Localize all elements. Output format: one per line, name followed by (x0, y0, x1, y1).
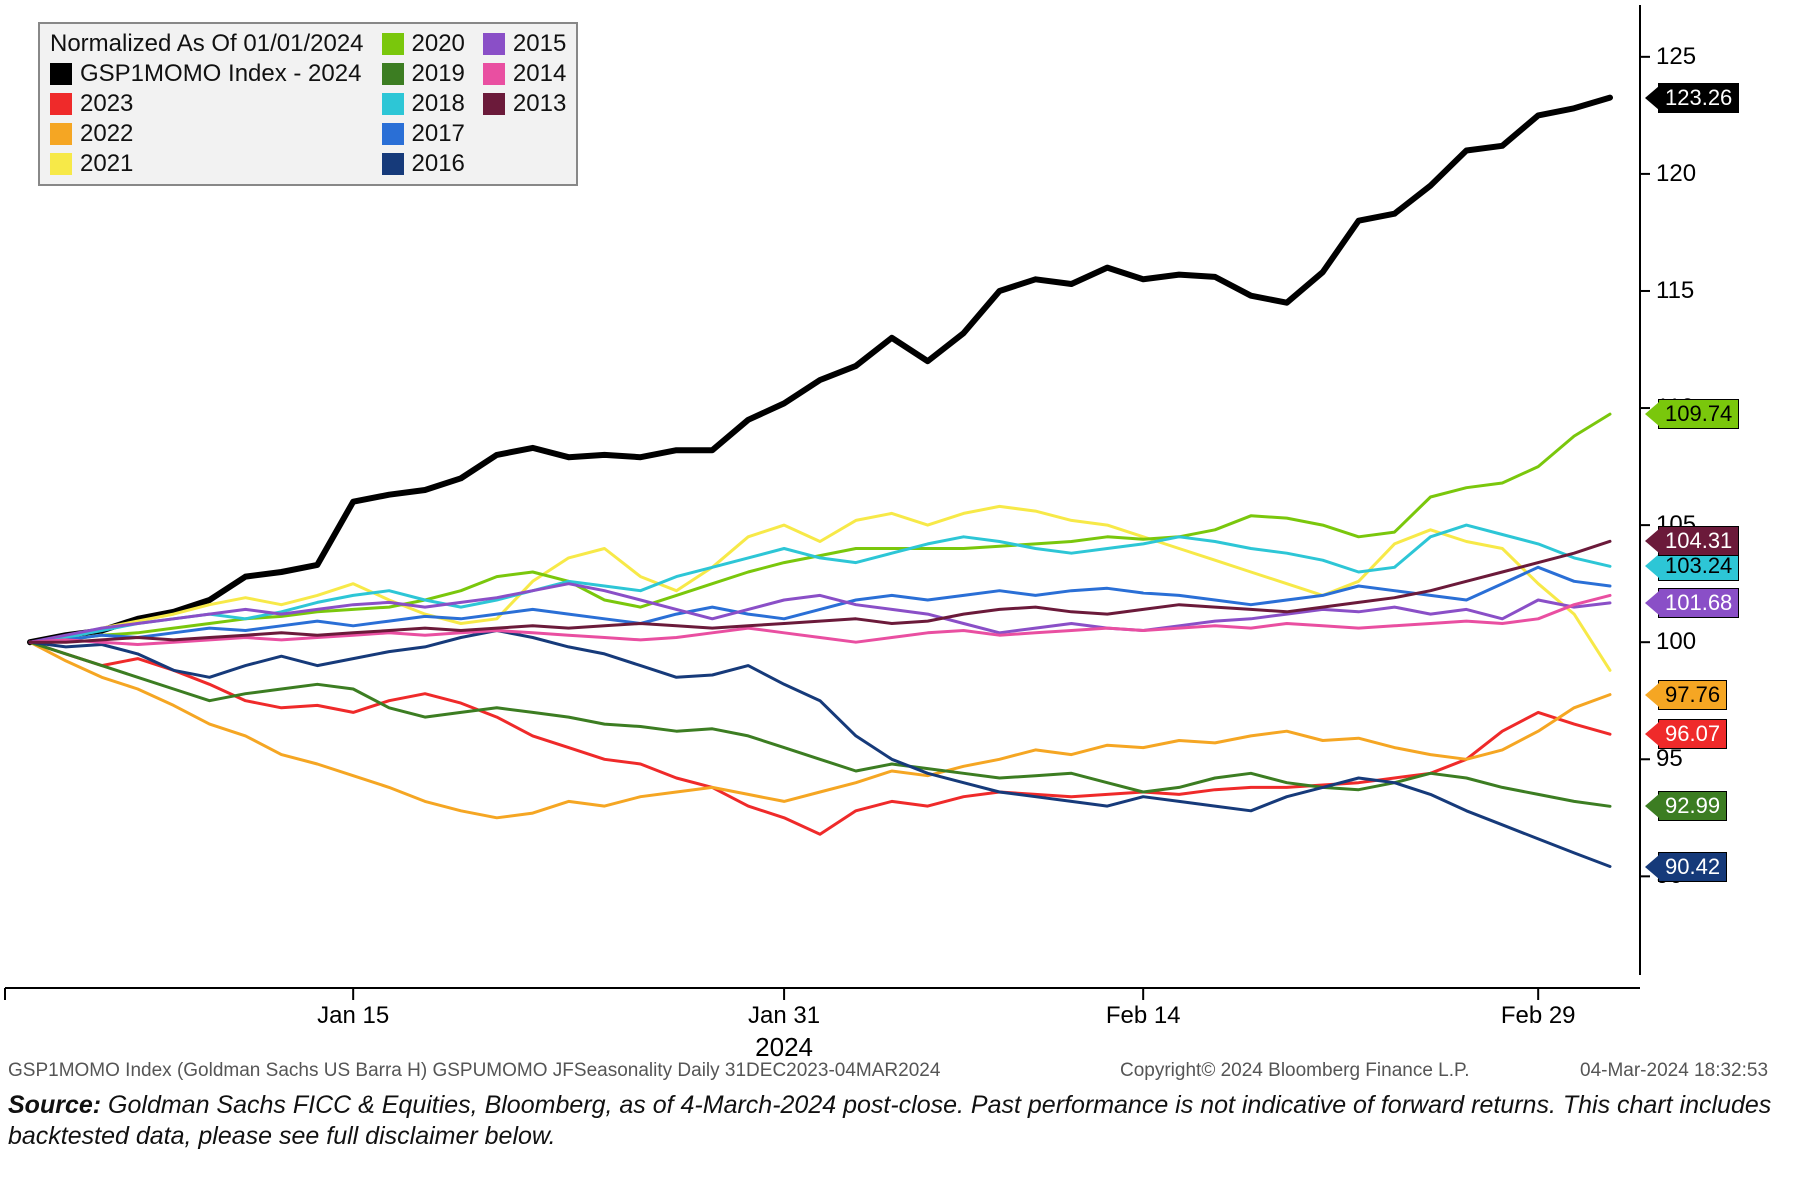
series-end-label: 96.07 (1658, 719, 1727, 749)
legend-text: 2014 (513, 60, 566, 88)
legend-swatch (382, 123, 404, 145)
legend-text: 2013 (513, 90, 566, 118)
legend-swatch (382, 93, 404, 115)
legend-swatch (50, 123, 72, 145)
legend-box: Normalized As Of 01/01/2024GSP1MOMO Inde… (38, 22, 578, 186)
legend-text: Normalized As Of 01/01/2024 (50, 30, 364, 58)
legend-title: Normalized As Of 01/01/2024 (50, 30, 364, 58)
legend-swatch (382, 153, 404, 175)
legend-item: 2019 (382, 60, 465, 88)
series-end-label: 97.76 (1658, 680, 1727, 710)
series-end-label: 123.26 (1658, 83, 1739, 113)
series-end-label: 104.31 (1658, 526, 1739, 556)
legend-item: 2016 (382, 150, 465, 178)
chart-container: Normalized As Of 01/01/2024GSP1MOMO Inde… (0, 0, 1816, 1182)
y-tick-label: 100 (1656, 628, 1696, 656)
legend-text: GSP1MOMO Index - 2024 (80, 60, 361, 88)
legend-text: 2015 (513, 30, 566, 58)
legend-text: 2016 (412, 150, 465, 178)
legend-swatch (483, 63, 505, 85)
legend-item: 2023 (50, 90, 364, 118)
x-year-label: 2024 (755, 1032, 813, 1063)
legend-item: 2014 (483, 60, 566, 88)
y-tick-label: 120 (1656, 160, 1696, 188)
footer-mid: Copyright© 2024 Bloomberg Finance L.P. (1120, 1060, 1470, 1082)
legend-item: 2018 (382, 90, 465, 118)
legend-item: 2021 (50, 150, 364, 178)
legend-text: 2023 (80, 90, 133, 118)
footer-left: GSP1MOMO Index (Goldman Sachs US Barra H… (8, 1060, 940, 1082)
series-end-label: 101.68 (1658, 588, 1739, 618)
legend-swatch (382, 33, 404, 55)
source-caption: Source: Goldman Sachs FICC & Equities, B… (8, 1090, 1798, 1153)
legend-text: 2017 (412, 120, 465, 148)
x-tick-label: Feb 29 (1501, 1002, 1576, 1030)
y-tick-label: 115 (1656, 277, 1694, 305)
x-tick-label: Jan 15 (317, 1002, 389, 1030)
legend-swatch (483, 93, 505, 115)
series-end-label: 90.42 (1658, 852, 1727, 882)
legend-text: 2018 (412, 90, 465, 118)
x-tick-label: Feb 14 (1106, 1002, 1181, 1030)
series-end-label: 92.99 (1658, 791, 1727, 821)
legend-text: 2019 (412, 60, 465, 88)
legend-item: 2020 (382, 30, 465, 58)
footer-right: 04-Mar-2024 18:32:53 (1580, 1060, 1768, 1082)
legend-text: 2021 (80, 150, 133, 178)
legend-text: 2020 (412, 30, 465, 58)
legend-item: 2015 (483, 30, 566, 58)
legend-item: 2013 (483, 90, 566, 118)
legend-item: 2017 (382, 120, 465, 148)
legend-text: 2022 (80, 120, 133, 148)
y-tick-label: 125 (1656, 43, 1696, 71)
legend-swatch (50, 63, 72, 85)
y-tick-label: 95 (1656, 745, 1683, 773)
series-end-label: 109.74 (1658, 399, 1739, 429)
legend-swatch (50, 93, 72, 115)
legend-swatch (483, 33, 505, 55)
legend-item: GSP1MOMO Index - 2024 (50, 60, 364, 88)
legend-swatch (382, 63, 404, 85)
legend-item: 2022 (50, 120, 364, 148)
x-tick-label: Jan 31 (748, 1002, 820, 1030)
legend-swatch (50, 153, 72, 175)
